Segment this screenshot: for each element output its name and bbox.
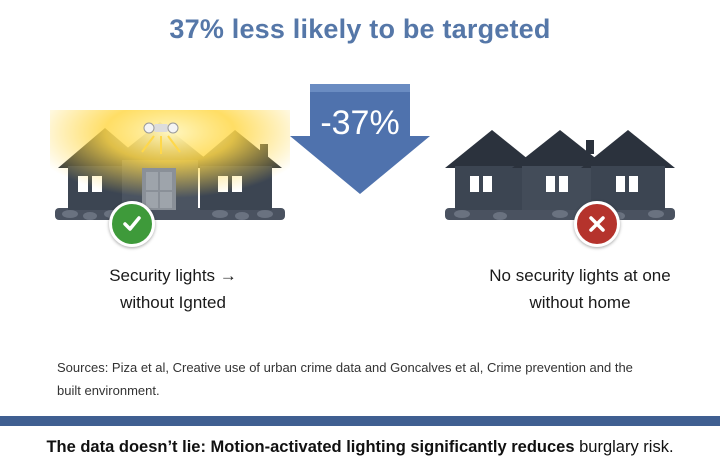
lit-houses-illustration bbox=[50, 110, 290, 220]
lit-house-caption-line1: Security lights → bbox=[109, 266, 237, 285]
down-arrow-icon bbox=[290, 84, 430, 194]
footer-statement: The data doesn’t lie: Motion-activated l… bbox=[0, 438, 720, 457]
footer-band bbox=[0, 416, 720, 426]
lit-house-caption: Security lights → without Ignted bbox=[68, 262, 278, 316]
headline: 37% less likely to be targeted bbox=[169, 14, 551, 44]
footer-plain-text: burglary risk. bbox=[574, 438, 674, 456]
dark-house-caption-line1: No security lights at one bbox=[489, 266, 671, 285]
x-mark-icon bbox=[589, 216, 605, 232]
lit-house-caption-line2: without Ignted bbox=[120, 293, 226, 312]
dark-house-caption: No security lights at one without home bbox=[450, 262, 710, 316]
footer-bold-text: The data doesn’t lie: Motion-activated l… bbox=[46, 438, 575, 456]
dark-houses-illustration bbox=[445, 130, 675, 220]
sources-note: Sources: Piza et al, Creative use of urb… bbox=[57, 360, 633, 398]
checkmark-icon bbox=[123, 216, 141, 231]
reduction-value: -37% bbox=[320, 104, 400, 142]
dark-house-caption-line2: without home bbox=[529, 293, 631, 312]
checkmark-badge bbox=[109, 201, 155, 247]
x-mark-badge bbox=[574, 201, 620, 247]
